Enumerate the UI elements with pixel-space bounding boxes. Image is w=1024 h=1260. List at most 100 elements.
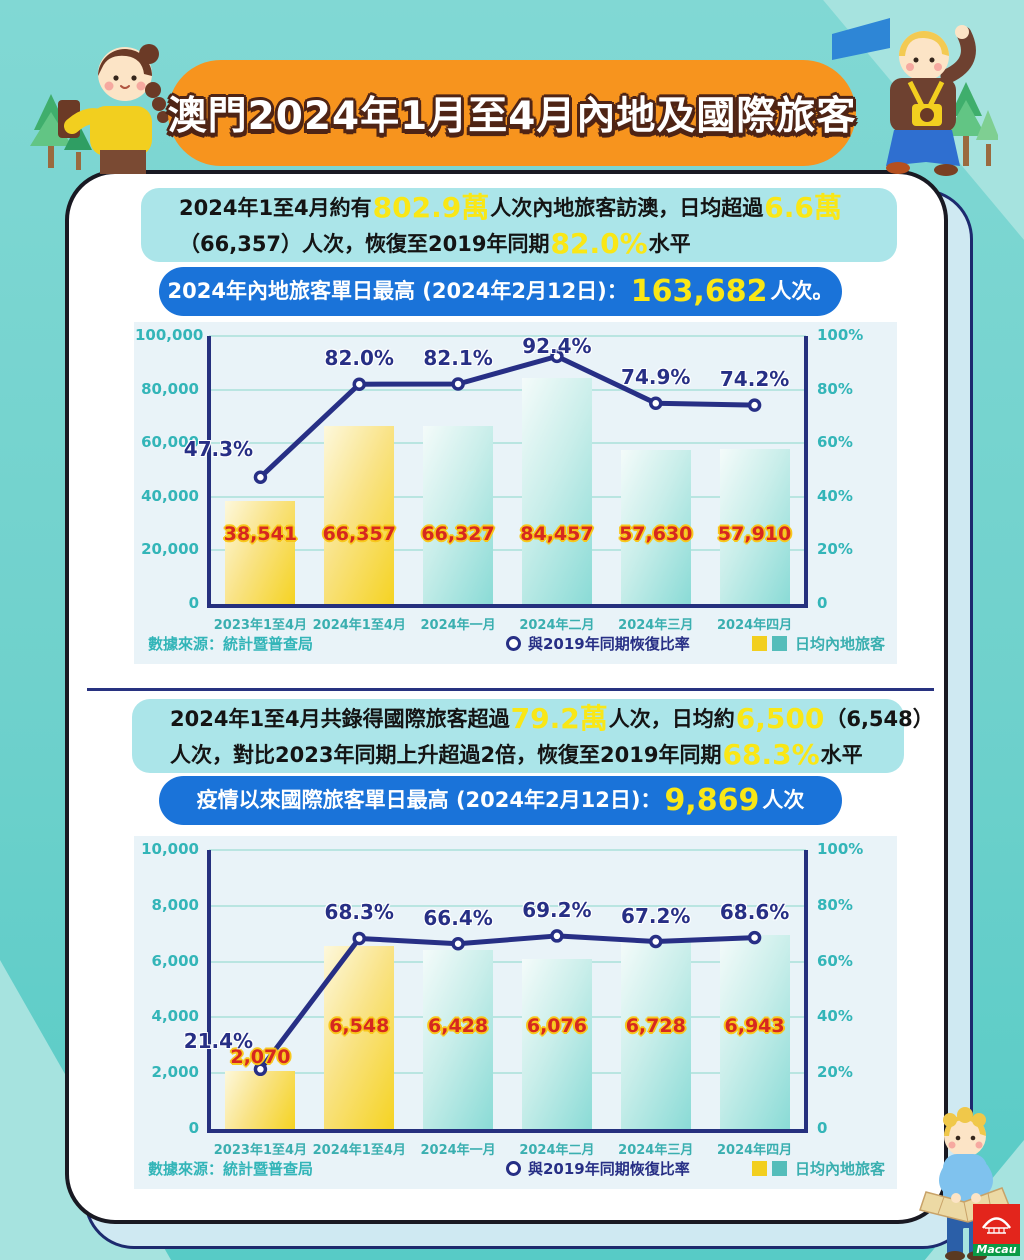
line-point bbox=[451, 377, 465, 391]
y-axis-tick-right: 60% bbox=[817, 951, 853, 970]
bar-value-label: 57,630 bbox=[619, 523, 693, 546]
recovery-rate-label: 68.3% bbox=[324, 900, 394, 925]
bar-value-label: 6,076 bbox=[526, 1014, 587, 1037]
line-legend: 與2019年同期恢復比率 bbox=[506, 1158, 690, 1179]
gridline bbox=[209, 335, 806, 337]
line-point bbox=[550, 349, 564, 364]
gridline bbox=[209, 849, 806, 851]
summary-line: 2024年1至4月共錄得國際旅客超過79.2萬人次，日均約6,500（6,548… bbox=[170, 701, 934, 737]
bar-legend: 日均內地旅客 bbox=[751, 1158, 885, 1179]
recovery-rate-label: 68.6% bbox=[719, 899, 790, 924]
highlight-number: 6,500 bbox=[735, 702, 825, 735]
gridline bbox=[209, 960, 806, 963]
line-point bbox=[747, 930, 762, 945]
mainland-peak-banner: 2024年內地旅客單日最高 (2024年2月12日)： 163,682 人次。 bbox=[159, 267, 842, 316]
summary-line: 2024年1至4月約有802.9萬人次內地旅客訪澳，日均超過6.6萬 bbox=[179, 190, 897, 226]
line-point bbox=[550, 929, 564, 943]
gridline bbox=[209, 495, 806, 498]
line-point bbox=[253, 1062, 268, 1077]
highlight-number: 802.9萬 bbox=[372, 191, 490, 224]
bar bbox=[423, 949, 494, 1129]
bar-value-label: 38,541 bbox=[223, 523, 298, 546]
y-axis-tick-left: 10,000 bbox=[141, 840, 199, 858]
y-axis-tick-left: 6,000 bbox=[151, 951, 199, 970]
y-axis-tick-left: 2,000 bbox=[151, 1063, 199, 1082]
y-axis-tick-right: 100% bbox=[817, 840, 864, 858]
text-run: 人次 bbox=[762, 788, 805, 812]
text-run: （66,357）人次，恢復至2019年同期 bbox=[179, 232, 550, 256]
recovery-rate-label: 74.9% bbox=[621, 365, 691, 390]
gridline bbox=[209, 442, 806, 445]
y-axis-tick-left: 40,000 bbox=[141, 486, 199, 505]
summary-line: 人次，對比2023年同期上升超過2倍，恢復至2019年同期68.3%水平 bbox=[170, 737, 904, 773]
yellow-square-icon bbox=[751, 636, 767, 651]
gridline bbox=[209, 388, 806, 391]
x-axis-label: 2024年四月 bbox=[716, 1143, 793, 1158]
x-axis-label: 2024年一月 bbox=[420, 1143, 496, 1158]
y-axis-tick-left: 0 bbox=[188, 594, 199, 612]
y-axis-tick-left: 0 bbox=[188, 1119, 199, 1137]
highlight-number: 6.6萬 bbox=[764, 191, 842, 224]
text-run: 人次內地旅客訪澳，日均超過 bbox=[490, 196, 764, 220]
x-axis-line bbox=[207, 1129, 808, 1133]
section-divider bbox=[87, 688, 934, 691]
line-point bbox=[747, 398, 762, 412]
text-run: 疫情以來國際旅客單日最高 (2024年2月12日)： bbox=[196, 788, 662, 812]
y-axis-tick-left: 20,000 bbox=[141, 540, 199, 559]
y-axis-tick-left: 8,000 bbox=[151, 895, 199, 914]
line-point bbox=[352, 377, 366, 391]
x-axis-label: 2024年二月 bbox=[519, 618, 595, 633]
text-run: 水平 bbox=[648, 232, 691, 256]
highlight-number: 68.3% bbox=[722, 738, 820, 771]
y-axis-tick-right: 20% bbox=[817, 540, 853, 559]
y-axis-tick-right: 40% bbox=[817, 486, 853, 505]
text-run: 人次。 bbox=[770, 279, 834, 303]
text-run: 人次，日均約 bbox=[608, 707, 735, 731]
bar-value-label: 2,070 bbox=[230, 1046, 291, 1069]
gridline bbox=[209, 904, 806, 907]
x-axis-label: 2023年1至4月 bbox=[213, 618, 308, 633]
bar-value-label: 66,327 bbox=[421, 523, 495, 546]
bar bbox=[225, 500, 296, 604]
x-axis-label: 2024年1至4月 bbox=[312, 618, 406, 633]
line-legend-label: 與2019年同期恢復比率 bbox=[528, 1160, 690, 1178]
bar bbox=[324, 426, 395, 604]
recovery-rate-label: 82.1% bbox=[423, 345, 493, 370]
tourist-girl-illustration bbox=[30, 44, 169, 174]
y-axis-tick-left: 100,000 bbox=[135, 326, 204, 344]
y-axis-tick-right: 20% bbox=[817, 1063, 853, 1082]
recovery-rate-label: 82.0% bbox=[324, 346, 394, 371]
line-point bbox=[253, 470, 268, 484]
line-marker-icon bbox=[506, 1161, 521, 1176]
text-run: 水平 bbox=[820, 743, 863, 767]
line-point bbox=[352, 931, 366, 946]
bar bbox=[225, 1071, 296, 1129]
dome-icon bbox=[981, 1217, 1012, 1229]
title-banner: 澳門2024年1月至4月內地及國際旅客 bbox=[168, 60, 856, 166]
bar bbox=[521, 959, 592, 1129]
bar-legend: 日均內地旅客 bbox=[751, 633, 885, 654]
line-legend: 與2019年同期恢復比率 bbox=[506, 633, 690, 654]
text-run: 人次，對比2023年同期上升超過2倍，恢復至2019年同期 bbox=[170, 743, 722, 767]
highlight-number: 82.0% bbox=[550, 227, 648, 260]
y-axis-tick-right: 0 bbox=[817, 1119, 828, 1137]
data-source: 數據來源：統計暨普查局 bbox=[148, 1160, 314, 1178]
highlight-number: 163,682 bbox=[630, 274, 768, 309]
recovery-rate-label: 47.3% bbox=[183, 437, 254, 462]
boy bbox=[886, 25, 976, 176]
bar-legend-label: 日均內地旅客 bbox=[794, 635, 885, 653]
teal-square-icon bbox=[771, 636, 787, 651]
bar bbox=[324, 946, 395, 1129]
x-axis-label: 2024年1至4月 bbox=[312, 1143, 406, 1158]
content-card: 2024年1至4月約有802.9萬人次內地旅客訪澳，日均超過6.6萬 （66,3… bbox=[65, 170, 948, 1224]
logo-green-band bbox=[973, 1244, 1020, 1256]
logo-red-field bbox=[973, 1204, 1020, 1244]
chart-plot: 10,000 100% 8,000 80% 6,000 60% 4,000 40% 2,000 2… bbox=[141, 840, 863, 1158]
x-axis-label: 2024年一月 bbox=[420, 618, 496, 633]
gridline bbox=[209, 549, 806, 552]
y-axis-tick-right: 0 bbox=[817, 594, 828, 612]
line-point bbox=[649, 396, 663, 411]
x-axis-line bbox=[207, 604, 808, 608]
x-axis-label: 2024年三月 bbox=[618, 618, 694, 633]
international-visitors-chart: 10,000 100% 8,000 80% 6,000 60% 4,000 40% 2,000 2… bbox=[134, 836, 897, 1189]
